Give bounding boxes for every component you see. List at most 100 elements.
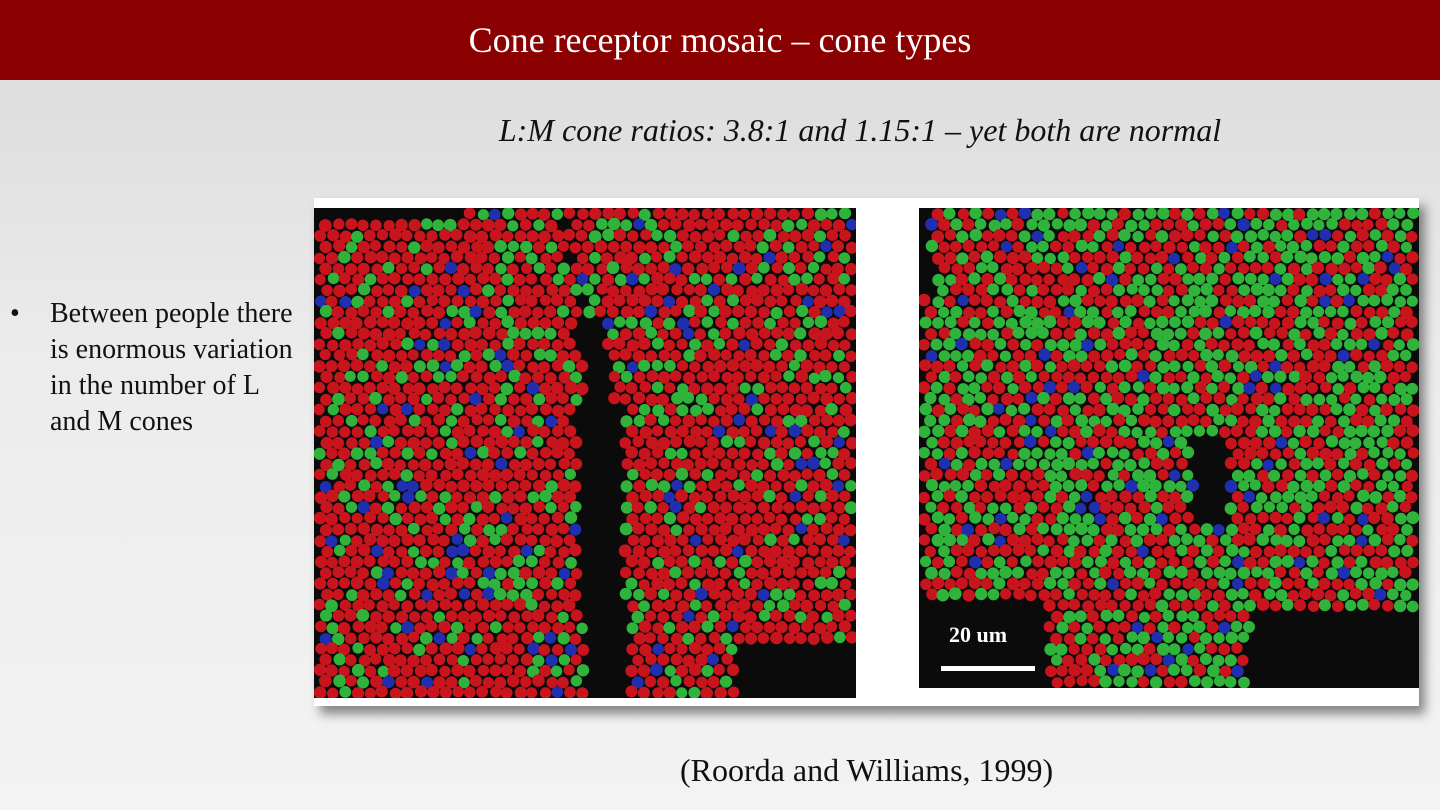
cone-cell — [1020, 555, 1032, 567]
cone-cell — [1074, 305, 1087, 319]
cone-cell — [1118, 448, 1130, 460]
cone-cell — [700, 686, 713, 698]
cone-cell — [345, 326, 358, 339]
cone-cell — [433, 349, 445, 362]
cone-cell — [1274, 306, 1287, 318]
cone-cell — [681, 566, 695, 579]
cone-cell — [1057, 251, 1070, 264]
cone-cell — [439, 686, 453, 698]
cone-cell — [520, 653, 534, 666]
cone-cell — [620, 415, 633, 428]
cone-cell — [645, 393, 658, 406]
cone-cell — [339, 686, 352, 698]
cone-cell — [395, 371, 409, 384]
cone-cell — [1061, 414, 1074, 427]
cone-cell — [557, 676, 569, 689]
cone-cell — [770, 480, 782, 492]
cone-cell — [701, 664, 714, 677]
cone-cell — [470, 654, 482, 666]
cone-cell — [1145, 229, 1157, 241]
cone-cell — [982, 513, 995, 526]
cone-cell — [426, 251, 438, 263]
cone-cell — [671, 457, 684, 471]
cone-cell — [1175, 415, 1189, 428]
cone-cell — [477, 209, 489, 221]
cone-cell — [1250, 349, 1264, 363]
cone-cell — [931, 556, 944, 569]
cone-cell — [925, 350, 938, 362]
cone-cell — [1231, 315, 1245, 329]
cone-cell — [845, 457, 856, 470]
cone-cell — [1325, 372, 1338, 384]
cone-cell — [1276, 219, 1288, 232]
cone-cell — [1162, 218, 1175, 231]
cone-cell — [1200, 589, 1213, 601]
cone-cell — [1012, 370, 1026, 384]
cone-cell — [1213, 566, 1226, 579]
cone-cell — [1038, 414, 1051, 427]
cone-cell — [987, 415, 1000, 427]
cone-cell — [1174, 327, 1187, 340]
cone-cell — [700, 600, 713, 612]
cone-cell — [726, 620, 739, 633]
cone-cell — [1061, 283, 1075, 296]
cone-cell — [831, 262, 844, 276]
cone-cell — [1350, 413, 1363, 427]
cone-cell — [645, 350, 658, 362]
cone-cell — [444, 457, 457, 471]
cone-cell — [1137, 348, 1150, 361]
cone-cell — [625, 382, 638, 394]
cone-cell — [1000, 588, 1012, 600]
cone-cell — [633, 218, 645, 230]
cone-cell — [1132, 208, 1145, 221]
cone-cell — [533, 544, 546, 557]
cone-cell — [569, 436, 583, 449]
cone-cell — [1245, 403, 1257, 415]
cone-cell — [451, 403, 464, 416]
cone-cell — [1386, 283, 1399, 296]
cone-cell — [776, 555, 790, 569]
cone-cell — [1287, 262, 1301, 276]
cone-cell — [488, 578, 501, 591]
cone-cell — [652, 622, 664, 635]
cone-cell — [445, 676, 458, 689]
cone-cell — [518, 305, 532, 318]
cone-cell — [607, 285, 620, 298]
cone-cell — [640, 229, 652, 241]
cone-cell — [389, 512, 402, 526]
cone-cell — [1350, 284, 1362, 296]
cone-cell — [770, 393, 783, 405]
cone-cell — [1230, 424, 1243, 437]
cone-cell — [471, 241, 483, 253]
cone-cell — [845, 480, 856, 492]
cone-cell — [1324, 305, 1337, 318]
cone-cell — [1274, 566, 1287, 578]
cone-cell — [750, 425, 763, 437]
cone-cell — [1211, 370, 1224, 383]
cone-cell — [1244, 272, 1257, 285]
cone-cell — [419, 328, 432, 341]
cone-cell — [1113, 284, 1125, 297]
cone-cell — [746, 285, 758, 298]
cone-cell — [463, 576, 476, 589]
cone-cell — [981, 556, 994, 569]
cone-cell — [1343, 338, 1356, 351]
cone-cell — [669, 545, 682, 557]
cone-cell — [956, 555, 968, 567]
cone-cell — [552, 273, 565, 286]
cone-cell — [1106, 426, 1118, 438]
cone-cell — [1224, 676, 1237, 688]
cone-cell — [538, 382, 552, 395]
cone-cell — [969, 208, 982, 220]
cone-cell — [1168, 663, 1180, 676]
cone-cell — [464, 643, 477, 656]
cone-cell — [1168, 599, 1181, 611]
cone-cell — [1218, 380, 1231, 393]
cone-cell — [1131, 360, 1143, 373]
cone-cell — [1288, 415, 1301, 428]
cone-cell — [688, 641, 702, 655]
cone-cell — [1099, 589, 1112, 602]
cone-cell — [775, 620, 788, 634]
cone-cell — [477, 317, 489, 329]
cone-cell — [688, 250, 702, 264]
